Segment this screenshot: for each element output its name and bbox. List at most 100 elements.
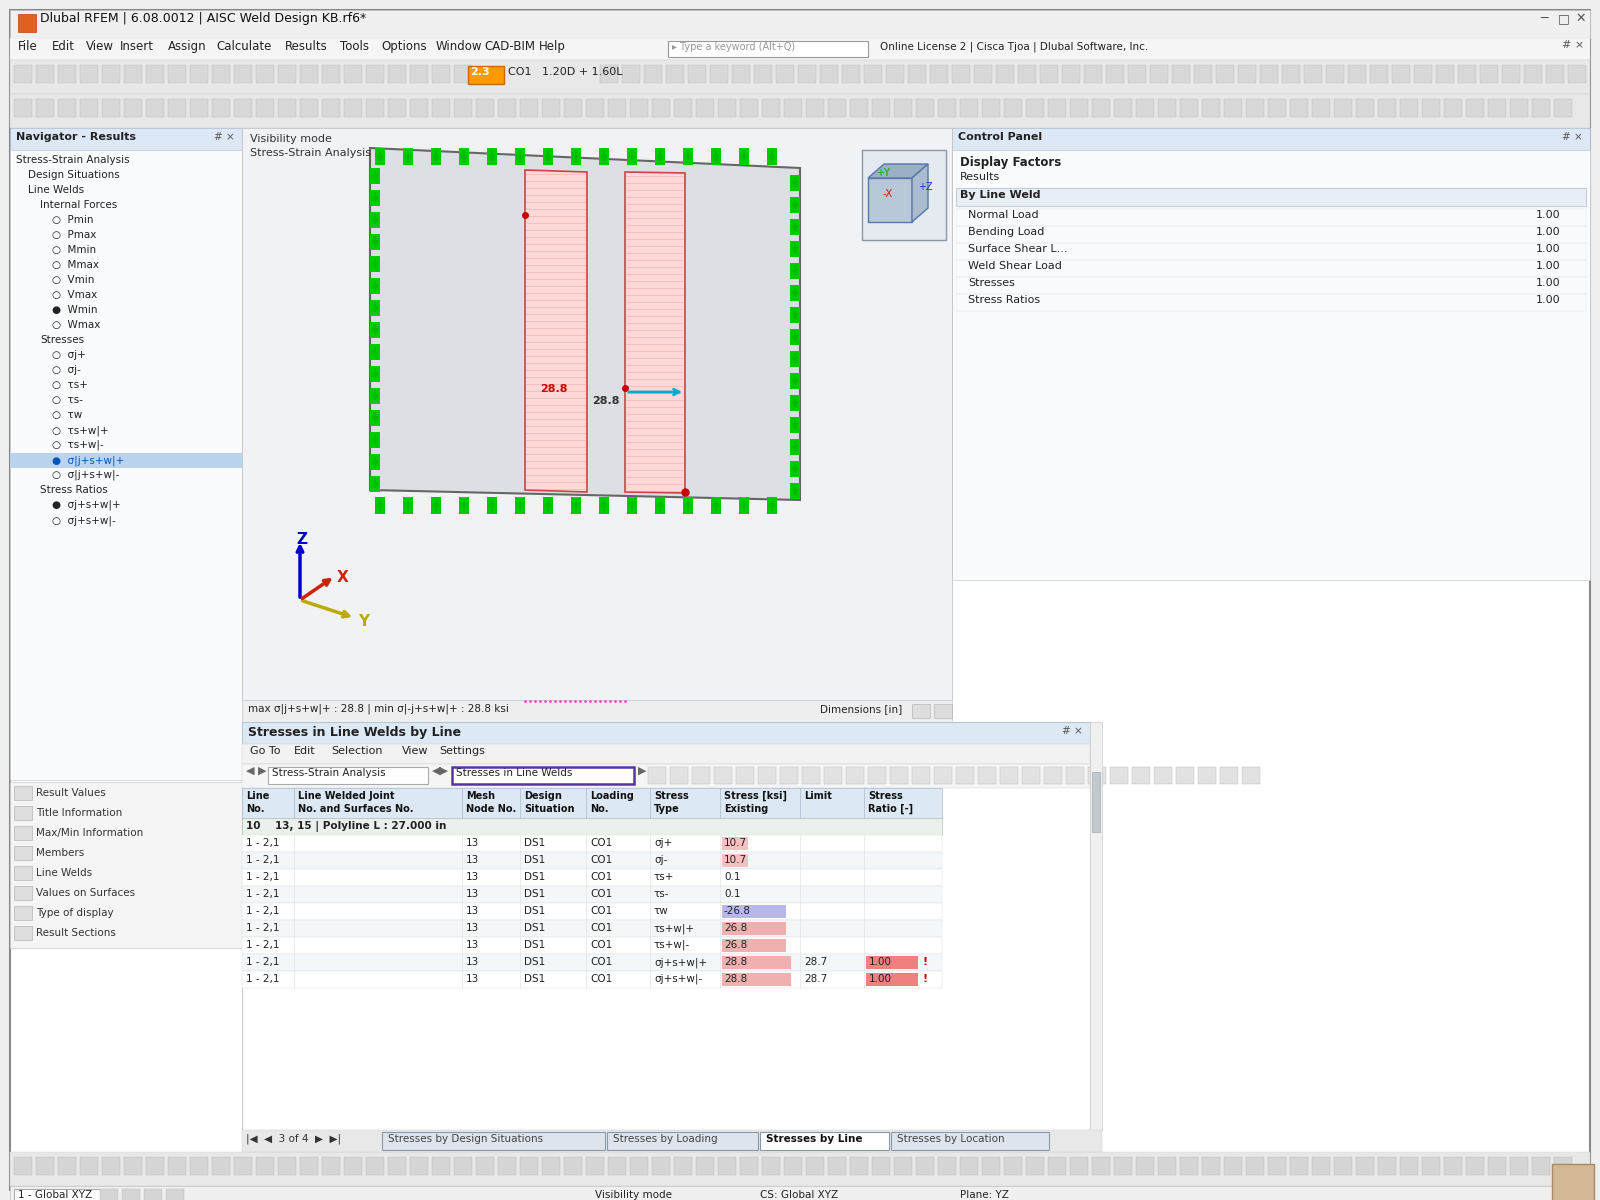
Text: σj+s+w|-: σj+s+w|- bbox=[654, 974, 702, 984]
Text: CO1: CO1 bbox=[590, 958, 613, 967]
Polygon shape bbox=[626, 172, 685, 493]
Bar bbox=[846, 767, 864, 784]
Text: Stress-Strain Analysis: Stress-Strain Analysis bbox=[16, 155, 130, 164]
Bar bbox=[1378, 98, 1395, 116]
Bar bbox=[666, 65, 685, 83]
Bar bbox=[168, 98, 186, 116]
Bar bbox=[99, 1189, 118, 1200]
Bar bbox=[1304, 65, 1322, 83]
Text: ○  Vmin: ○ Vmin bbox=[51, 275, 94, 284]
Text: ✕: ✕ bbox=[1574, 12, 1586, 25]
Bar bbox=[58, 1157, 77, 1175]
Bar bbox=[1290, 98, 1309, 116]
Bar bbox=[125, 65, 142, 83]
Bar bbox=[1246, 1157, 1264, 1175]
Text: Bending Load: Bending Load bbox=[968, 227, 1045, 236]
Bar bbox=[366, 1157, 384, 1175]
Text: View: View bbox=[86, 40, 114, 53]
Text: Loading: Loading bbox=[590, 791, 634, 802]
Bar bbox=[1158, 1157, 1176, 1175]
Text: ○  Pmax: ○ Pmax bbox=[51, 230, 96, 240]
Text: Normal Load: Normal Load bbox=[968, 210, 1038, 220]
Text: Max/Min Information: Max/Min Information bbox=[35, 828, 144, 838]
Bar bbox=[242, 1130, 1102, 1152]
Bar bbox=[1443, 98, 1462, 116]
Bar bbox=[366, 65, 384, 83]
Bar bbox=[80, 98, 98, 116]
Bar bbox=[430, 497, 442, 514]
Bar bbox=[766, 148, 778, 164]
Bar bbox=[432, 98, 450, 116]
Text: Insert: Insert bbox=[120, 40, 154, 53]
Bar bbox=[344, 1157, 362, 1175]
Text: 28.8: 28.8 bbox=[541, 384, 568, 394]
Bar bbox=[1378, 1157, 1395, 1175]
Text: Tools: Tools bbox=[339, 40, 370, 53]
Bar bbox=[18, 14, 35, 32]
Text: ○  Mmin: ○ Mmin bbox=[51, 245, 96, 254]
Bar bbox=[710, 497, 722, 514]
Bar bbox=[1533, 1157, 1550, 1175]
Text: 1 - 2,1: 1 - 2,1 bbox=[246, 940, 280, 950]
Text: Stresses by Loading: Stresses by Loading bbox=[613, 1134, 717, 1144]
Text: Line Welds: Line Welds bbox=[29, 185, 85, 194]
Bar bbox=[190, 98, 208, 116]
Text: CO1: CO1 bbox=[590, 889, 613, 899]
Text: No.: No. bbox=[590, 804, 608, 814]
Text: Mesh: Mesh bbox=[466, 791, 494, 802]
Bar bbox=[542, 497, 554, 514]
Text: τs+: τs+ bbox=[654, 872, 674, 882]
Bar bbox=[909, 65, 926, 83]
Bar bbox=[1005, 98, 1022, 116]
Bar bbox=[370, 190, 381, 206]
Bar bbox=[1022, 767, 1040, 784]
Text: ▸ Type a keyword (Alt+Q): ▸ Type a keyword (Alt+Q) bbox=[672, 42, 795, 52]
Bar bbox=[758, 767, 776, 784]
Bar bbox=[627, 148, 637, 164]
Text: 0.1: 0.1 bbox=[723, 889, 741, 899]
Text: Stresses in Line Welds by Line: Stresses in Line Welds by Line bbox=[248, 726, 461, 739]
Bar bbox=[739, 148, 749, 164]
Bar bbox=[784, 1157, 802, 1175]
Bar bbox=[1224, 1157, 1242, 1175]
Text: 28.8: 28.8 bbox=[723, 958, 747, 967]
Bar bbox=[242, 744, 1090, 764]
Bar bbox=[790, 373, 800, 389]
Text: 10.7: 10.7 bbox=[723, 838, 747, 848]
Bar bbox=[1357, 1157, 1374, 1175]
Bar bbox=[1202, 1157, 1221, 1175]
Text: ◀ ▶: ◀ ▶ bbox=[246, 766, 267, 776]
Bar bbox=[653, 98, 670, 116]
Bar bbox=[122, 1189, 141, 1200]
Bar bbox=[598, 497, 610, 514]
Bar bbox=[722, 838, 747, 850]
Text: Stresses: Stresses bbox=[40, 335, 85, 346]
Bar bbox=[242, 954, 942, 971]
Text: CS: Global XYZ: CS: Global XYZ bbox=[760, 1190, 838, 1200]
Bar bbox=[790, 439, 800, 455]
Bar bbox=[1085, 65, 1102, 83]
Text: ○  σ|j+s+w|-: ○ σ|j+s+w|- bbox=[51, 470, 120, 480]
Bar bbox=[766, 497, 778, 514]
Bar bbox=[722, 956, 790, 970]
Text: DS1: DS1 bbox=[525, 906, 546, 916]
Bar bbox=[370, 344, 381, 360]
Bar bbox=[670, 767, 688, 784]
Text: 1.00: 1.00 bbox=[869, 958, 893, 967]
Text: Edit: Edit bbox=[51, 40, 75, 53]
Bar bbox=[370, 212, 381, 228]
Bar bbox=[952, 128, 1590, 150]
Text: Design Situations: Design Situations bbox=[29, 170, 120, 180]
Bar bbox=[790, 263, 800, 278]
Bar bbox=[1216, 65, 1234, 83]
Text: σj-: σj- bbox=[654, 854, 667, 865]
Text: CO1: CO1 bbox=[590, 940, 613, 950]
Bar bbox=[790, 307, 800, 323]
Text: Stress [ksi]: Stress [ksi] bbox=[723, 791, 787, 802]
Bar bbox=[344, 98, 362, 116]
Text: By Line Weld: By Line Weld bbox=[960, 190, 1040, 200]
Text: Y: Y bbox=[358, 614, 370, 629]
Bar bbox=[1326, 65, 1344, 83]
Bar bbox=[10, 150, 242, 780]
Bar bbox=[278, 65, 296, 83]
